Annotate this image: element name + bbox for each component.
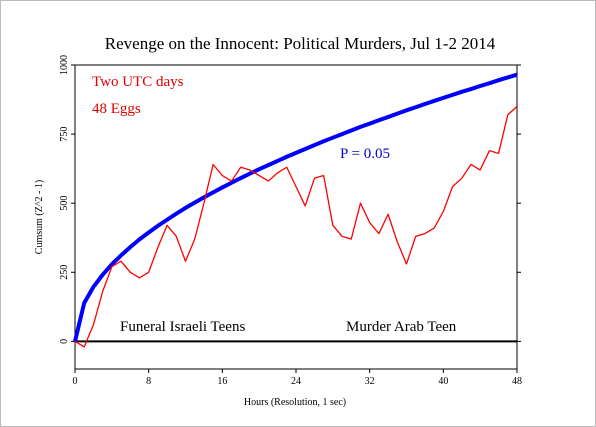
chart-title: Revenge on the Innocent: Political Murde… [105, 34, 496, 53]
annotation: Murder Arab Teen [346, 319, 457, 335]
y-tick-label: 0 [59, 339, 70, 344]
y-tick-label: 750 [59, 127, 70, 142]
x-tick-label: 48 [512, 376, 522, 387]
series-line [73, 72, 518, 342]
annotation: 48 Eggs [92, 101, 141, 117]
y-tick-label: 250 [59, 265, 70, 280]
x-tick-label: 8 [146, 376, 151, 387]
x-axis-label: Hours (Resolution, 1 sec) [244, 397, 346, 408]
annotation: Two UTC days [92, 74, 184, 90]
annotation: P = 0.05 [340, 146, 390, 162]
y-axis-label: Cumsum (Z^2 - 1) [34, 180, 45, 254]
y-tick-label: 1000 [59, 55, 70, 75]
annotation: Funeral Israeli Teens [120, 319, 245, 335]
series-line [74, 105, 518, 348]
x-tick-label: 24 [291, 376, 301, 387]
x-tick-label: 32 [365, 376, 375, 387]
x-tick-label: 40 [438, 376, 448, 387]
x-tick-label: 0 [73, 376, 78, 387]
y-tick-label: 500 [59, 196, 70, 211]
x-tick-label: 16 [217, 376, 227, 387]
